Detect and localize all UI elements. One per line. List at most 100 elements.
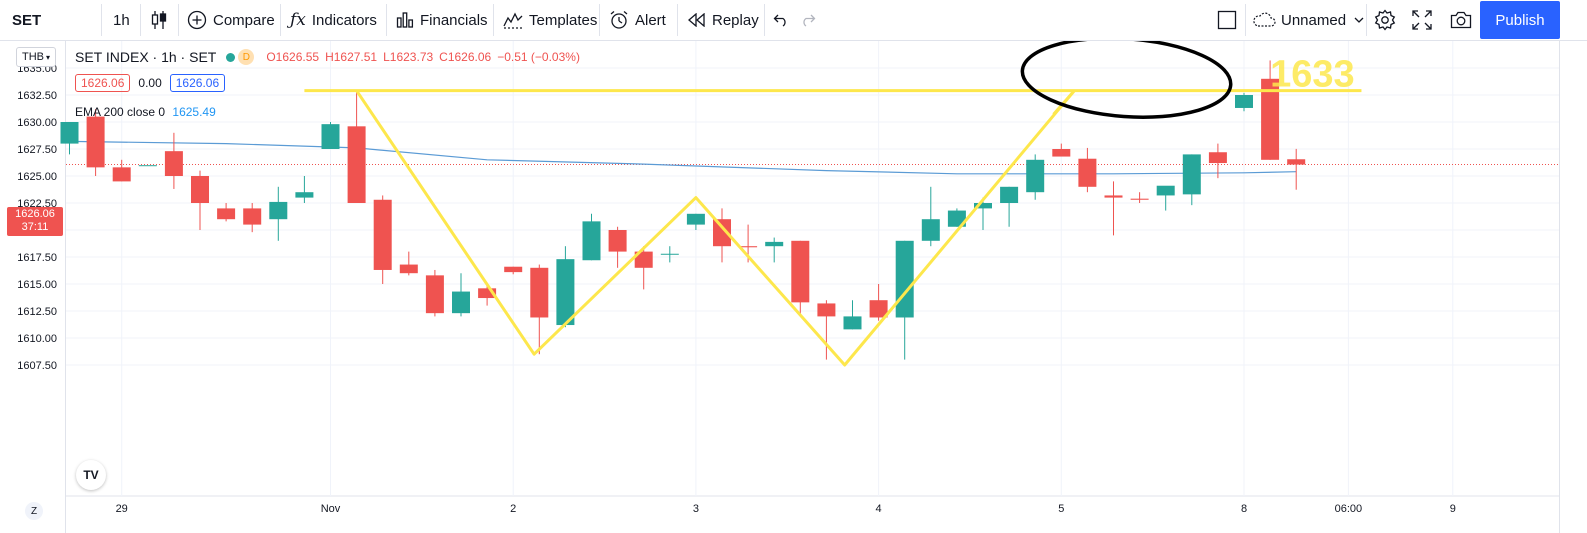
candle-body [138, 165, 157, 167]
scale-mode-label: Z [30, 505, 38, 517]
replay-button[interactable]: Replay [688, 0, 759, 40]
time-tick-label: Nov [321, 503, 341, 515]
price-tick-label: 1612.50 [17, 306, 57, 318]
bar-countdown: 37:11 [21, 221, 49, 233]
templates-button[interactable]: Templates [503, 0, 597, 40]
candle-body [399, 264, 418, 274]
ohlc-open: O1626.55 [266, 50, 320, 64]
alert-label: Alert [635, 11, 666, 29]
camera-icon [1450, 11, 1472, 29]
series-legend: SET INDEX · 1h · SET D O1626.55 H1627.51… [75, 49, 580, 65]
indicators-label: Indicators [311, 11, 377, 29]
toolbar-divider [140, 4, 141, 36]
w-pattern-drawing [355, 89, 1076, 367]
cloud-icon [1252, 12, 1276, 28]
tv-logo-icon: TV [83, 468, 99, 482]
interval-button[interactable]: 1h [113, 11, 130, 29]
time-tick-label: 9 [1450, 503, 1456, 515]
fullscreen-layout-button[interactable] [1217, 0, 1237, 40]
candle-body [739, 246, 758, 248]
candle-body [713, 219, 731, 247]
last-price-label: 1626.06 37:11 [7, 207, 63, 236]
candle-body [269, 201, 288, 220]
chevron-down-icon [1354, 17, 1364, 23]
candle-body [1000, 186, 1019, 203]
candle-body [321, 124, 340, 149]
symbol-search-button[interactable]: SET [12, 11, 42, 29]
redo-icon [800, 13, 816, 27]
price-tick-label: 1617.50 [17, 252, 57, 264]
candle-body [243, 208, 262, 225]
undo-button[interactable] [773, 0, 789, 40]
toolbar-divider [493, 4, 494, 36]
candle-body [660, 253, 679, 255]
indicators-button[interactable]: ƒx Indicators [290, 0, 377, 40]
currency-label: THB [21, 51, 44, 63]
time-tick-label: 2 [510, 503, 516, 515]
candle-body [1104, 195, 1123, 198]
scale-mode-button[interactable]: Z [25, 502, 43, 520]
candle-body [1078, 158, 1097, 187]
ohlc-close: C1626.06 [439, 50, 492, 64]
expand-button[interactable] [1412, 0, 1432, 40]
candle-body [164, 151, 183, 176]
toolbar-divider [1366, 4, 1367, 36]
freehand-circle [1020, 41, 1233, 119]
plus-circle-icon [187, 10, 207, 30]
buy-price-button[interactable]: 1626.06 [169, 74, 226, 92]
candle-body [191, 176, 209, 203]
financials-label: Financials [420, 11, 488, 29]
price-tick-label: 1607.50 [17, 360, 57, 372]
time-tick-label: 29 [116, 503, 128, 515]
time-tick-label: 06:00 [1335, 503, 1363, 515]
sell-price-button[interactable]: 1626.06 [75, 74, 131, 92]
financials-button[interactable]: Financials [396, 0, 488, 40]
settings-button[interactable] [1374, 0, 1396, 40]
time-tick-label: 8 [1241, 503, 1247, 515]
last-price-value: 1626.06 [15, 208, 55, 220]
publish-button[interactable]: Publish [1480, 1, 1560, 39]
candle-body [1287, 159, 1306, 165]
rewind-icon [688, 13, 706, 27]
candle-body [765, 241, 784, 247]
price-annotation-text: 1633 [1270, 53, 1355, 95]
expand-arrows-icon [1412, 10, 1432, 30]
alert-button[interactable]: Alert [609, 0, 666, 40]
left-drawing-toolbar [0, 41, 66, 533]
candle-body [217, 208, 236, 220]
spread-value: 0.00 [138, 76, 162, 90]
toolbar-divider [101, 4, 102, 36]
tradingview-logo[interactable]: TV [76, 460, 106, 490]
data-delay-badge[interactable]: D [238, 49, 255, 65]
candle-body [347, 126, 366, 203]
candle-body [373, 199, 392, 270]
redo-button[interactable] [800, 0, 816, 40]
price-tick-label: 1610.00 [17, 333, 57, 345]
price-tick-label: 1615.00 [17, 279, 57, 291]
currency-selector[interactable]: THB ▾ [16, 47, 56, 67]
candle-body [791, 240, 810, 303]
market-status-dot [226, 52, 236, 62]
candle-body [1156, 185, 1175, 196]
layout-name-button[interactable]: Unnamed [1252, 0, 1364, 40]
toolbar-divider [599, 4, 600, 36]
candle-body [60, 122, 79, 144]
candle-body [530, 267, 549, 318]
snapshot-button[interactable] [1450, 0, 1472, 40]
toolbar-divider [386, 4, 387, 36]
toolbar-divider [764, 4, 765, 36]
price-tick-label: 1632.50 [17, 90, 57, 102]
series-title[interactable]: SET INDEX · 1h · SET [75, 49, 217, 65]
candle-body [1182, 154, 1201, 195]
ohlc-high: H1627.51 [325, 50, 378, 64]
price-chart[interactable]: 1633 1635.001632.501630.001627.501625.00… [0, 41, 1559, 533]
candle-body [295, 192, 314, 198]
templates-icon [503, 11, 523, 29]
compare-button[interactable]: Compare [187, 0, 275, 40]
toolbar-divider [178, 4, 179, 36]
top-toolbar: SET 1h Compare ƒx Indicators Financials … [0, 0, 1587, 41]
candle-style-button[interactable] [150, 0, 168, 40]
indicator-legend[interactable]: EMA 200 close 0 1625.49 [75, 105, 216, 119]
candle-body [86, 116, 105, 168]
candle-body [112, 167, 131, 182]
